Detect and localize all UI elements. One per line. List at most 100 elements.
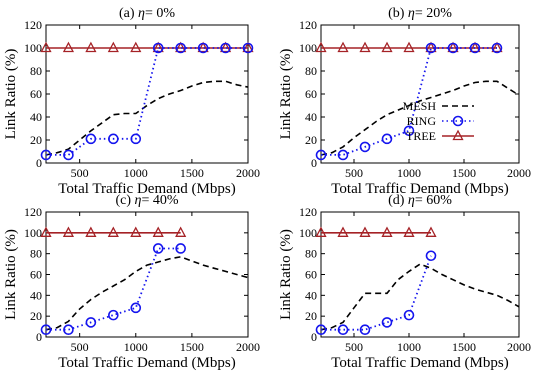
y-tick-label: 20 <box>30 309 42 323</box>
ring-point <box>130 133 142 145</box>
tree-point <box>337 41 349 53</box>
x-tick-label: 2000 <box>236 340 260 354</box>
y-tick-label: 0 <box>311 156 317 170</box>
legend-label-tree: TREE <box>406 129 436 143</box>
x-axis-label: Total Traffic Demand (Mbps) <box>331 355 508 371</box>
x-tick-label: 1000 <box>397 340 421 354</box>
tree-point <box>197 41 209 53</box>
y-tick-label: 120 <box>299 18 317 32</box>
chart-title-prefix: (b) <box>388 6 408 21</box>
chart-title-eta: η <box>408 6 415 21</box>
ring-point <box>315 324 327 336</box>
y-tick-label: 40 <box>305 110 317 124</box>
ring-point <box>130 302 142 314</box>
y-tick-label: 0 <box>36 330 42 344</box>
y-tick-label: 0 <box>36 156 42 170</box>
series-line-mesh <box>46 80 248 156</box>
ring-point <box>315 149 327 161</box>
y-tick-label: 20 <box>305 309 317 323</box>
tree-point <box>315 41 327 53</box>
chart-title-prefix: (c) <box>115 193 134 208</box>
x-tick-label: 1500 <box>180 340 204 354</box>
ring-point <box>469 42 481 54</box>
chart-title: (a) η= 0% <box>119 6 175 21</box>
y-axis-label: Link Ratio (%) <box>278 49 294 140</box>
chart-panel-2: (c) η= 40% 0 20 40 60 80 100 120 500 1000 1500 2000… <box>3 193 260 371</box>
tree-point <box>85 226 97 237</box>
chart-title-value: = 60% <box>415 193 452 208</box>
ring-point <box>85 317 97 328</box>
tree-point <box>175 41 187 53</box>
y-axis-label: Link Ratio (%) <box>3 229 19 320</box>
ring-point <box>220 42 231 54</box>
ring-point <box>63 149 74 161</box>
ring-point <box>337 324 349 336</box>
tree-point <box>107 41 119 53</box>
tree-point <box>107 226 119 237</box>
y-tick-label: 40 <box>305 288 317 302</box>
series-line-ring <box>321 255 432 331</box>
tree-point <box>381 226 393 237</box>
plot-frame <box>320 211 520 338</box>
x-tick-label: 1500 <box>180 166 204 180</box>
ring-point <box>175 243 186 254</box>
chart-title-eta: η <box>135 193 142 208</box>
ring-point <box>108 133 119 145</box>
x-tick-label: 500 <box>71 166 89 180</box>
ring-point <box>40 324 52 336</box>
tree-point <box>62 41 75 53</box>
tree-point <box>219 41 232 53</box>
tree-point <box>359 41 371 53</box>
ring-point <box>63 324 74 336</box>
y-tick-label: 100 <box>24 226 42 240</box>
ring-point <box>359 324 371 336</box>
chart-panel-3: (d) η= 60% 0 20 40 60 80 100 120 500 1000 1500 2000… <box>278 193 531 371</box>
legend-marker-ring <box>452 115 464 127</box>
ring-point <box>152 243 164 254</box>
tree-point <box>425 226 437 237</box>
tree-point <box>447 41 459 53</box>
ring-point <box>425 42 437 54</box>
y-tick-label: 80 <box>305 64 317 78</box>
chart-title: (c) η= 40% <box>115 193 178 208</box>
chart-title-value: = 20% <box>415 6 452 21</box>
tree-point <box>491 41 503 53</box>
tree-point <box>85 41 97 53</box>
y-axis-label: Link Ratio (%) <box>3 49 19 140</box>
series-line-mesh <box>321 80 519 156</box>
ring-point <box>40 149 52 161</box>
ring-point <box>175 42 186 54</box>
y-tick-label: 100 <box>299 226 317 240</box>
tree-point <box>242 41 254 53</box>
ring-point <box>403 125 415 137</box>
y-tick-label: 60 <box>30 87 42 101</box>
tree-point <box>403 41 415 53</box>
chart-title-value: = 40% <box>141 193 178 208</box>
ring-point <box>403 309 415 321</box>
chart-title-prefix: (d) <box>388 193 408 208</box>
x-tick-label: 1000 <box>124 166 148 180</box>
ring-point <box>425 250 437 262</box>
x-tick-label: 500 <box>345 166 363 180</box>
tree-point <box>152 226 164 237</box>
tree-point <box>315 226 327 237</box>
ring-point <box>85 133 97 145</box>
chart-title: (d) η= 60% <box>388 193 452 208</box>
tree-point <box>359 226 371 237</box>
y-tick-label: 20 <box>305 133 317 147</box>
ring-point <box>152 42 164 54</box>
y-tick-label: 80 <box>30 247 42 261</box>
series-line-mesh <box>46 255 248 331</box>
tree-point <box>62 226 75 237</box>
y-tick-label: 120 <box>24 205 42 219</box>
x-axis-label: Total Traffic Demand (Mbps) <box>58 181 235 197</box>
y-tick-label: 80 <box>30 64 42 78</box>
y-tick-label: 120 <box>299 205 317 219</box>
ring-point <box>447 42 459 54</box>
ring-point <box>197 42 209 54</box>
ring-point <box>108 309 119 321</box>
tree-point <box>40 226 52 237</box>
legend-label-mesh: MESH <box>403 99 437 113</box>
